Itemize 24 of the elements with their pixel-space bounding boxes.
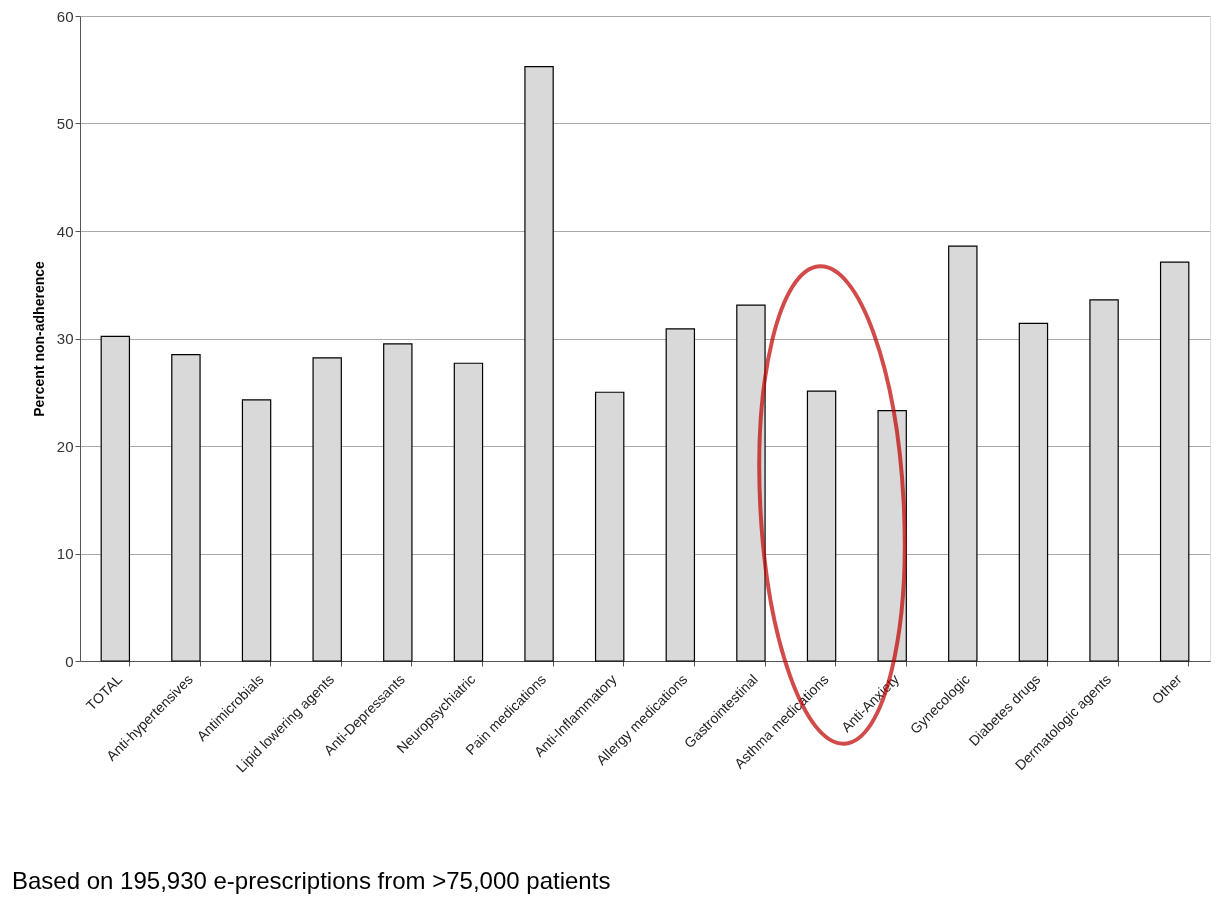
bar <box>383 343 413 662</box>
bar <box>1089 299 1119 662</box>
y-tick-label: 40 <box>56 222 74 240</box>
bar <box>241 399 272 662</box>
bar <box>594 391 625 662</box>
bar <box>171 354 201 662</box>
bar <box>806 390 837 662</box>
bar <box>524 65 554 662</box>
bar <box>948 245 978 662</box>
bar <box>665 328 696 662</box>
text: Based on 195,930 e-prescriptions from >75,000 patients <box>12 867 611 894</box>
bar <box>100 335 131 662</box>
y-tick-label: 20 <box>56 437 74 455</box>
bar <box>312 357 342 662</box>
y-axis-title: Percent non-adherence <box>30 260 47 417</box>
bar <box>736 304 766 662</box>
bar <box>1018 322 1049 662</box>
y-tick-label: 30 <box>56 330 74 347</box>
y-tick-label: 60 <box>56 7 74 25</box>
y-tick-label: 0 <box>65 652 74 670</box>
y-tick-label: 50 <box>56 115 74 132</box>
bar <box>453 362 484 662</box>
y-tick-label: 10 <box>56 545 74 562</box>
bar <box>1159 261 1190 662</box>
